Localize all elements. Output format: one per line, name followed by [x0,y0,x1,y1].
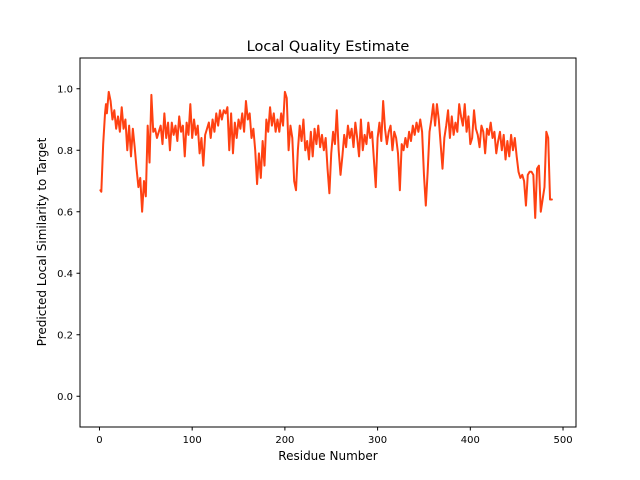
y-tick-label: 1.0 [57,84,73,95]
y-axis-label: Predicted Local Similarity to Target [35,137,49,346]
axes-frame [79,57,577,428]
y-axis: 0.0 0.2 0.4 0.6 0.8 1.0 [57,84,80,403]
x-tick-label: 300 [368,435,387,446]
x-tick-label: 400 [461,435,480,446]
x-tick-label: 100 [183,435,202,446]
series-line [99,90,553,219]
y-tick-label: 0.6 [57,207,73,218]
x-tick-label: 200 [275,435,294,446]
x-axis-label: Residue Number [278,449,377,463]
x-axis: 0 100 200 300 400 500 [96,427,573,446]
x-tick-label: 500 [553,435,572,446]
y-tick-label: 0.4 [57,269,73,280]
y-tick-label: 0.0 [57,392,73,403]
plot-area [79,57,577,428]
y-tick-label: 0.8 [57,146,73,157]
chart-title: Local Quality Estimate [247,39,410,55]
y-tick-label: 0.2 [57,330,73,341]
x-tick-label: 0 [96,435,102,446]
